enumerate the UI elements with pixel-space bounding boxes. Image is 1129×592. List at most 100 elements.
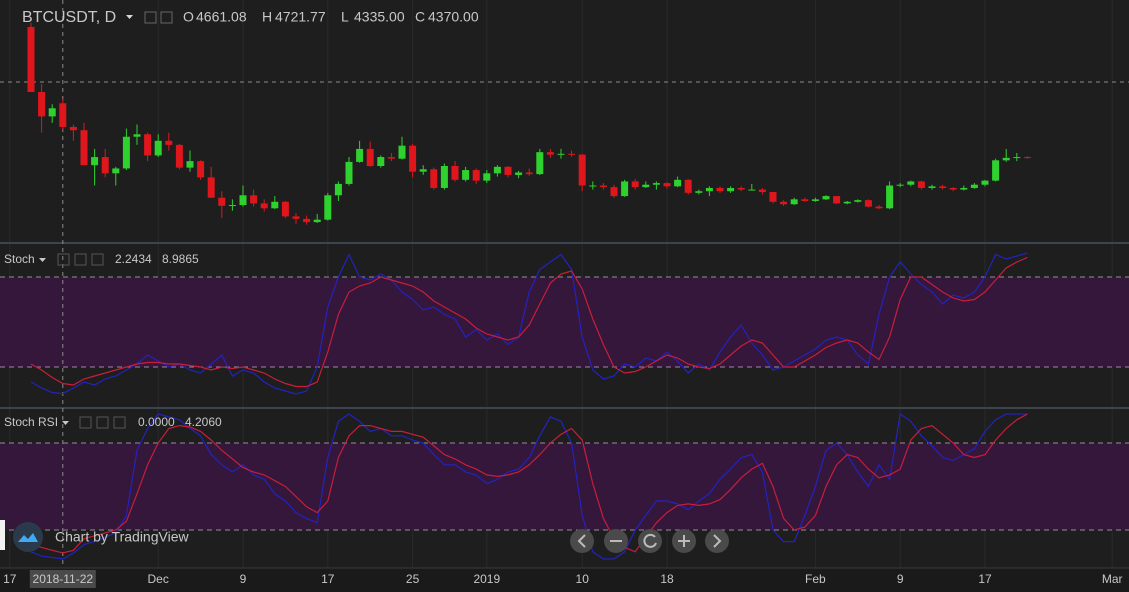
navigation bbox=[570, 529, 729, 553]
candle-body bbox=[674, 179, 682, 187]
x-axis: 17 Dec 9 17 25 2019 10 18 Feb 9 17 Mar 2018-11-22 bbox=[3, 570, 1123, 588]
candle-body bbox=[886, 185, 894, 209]
candle-body bbox=[398, 145, 406, 159]
candle-body bbox=[345, 161, 353, 184]
candle-body bbox=[303, 218, 311, 223]
icon-plus bbox=[678, 535, 690, 547]
candle-body bbox=[493, 166, 501, 174]
indicator-menu[interactable] bbox=[62, 421, 69, 425]
candle-body bbox=[578, 154, 586, 186]
candle-body bbox=[356, 148, 364, 162]
x-tick-label: 17 bbox=[321, 572, 335, 586]
x-tick-label: Mar bbox=[1102, 572, 1123, 586]
candle-body bbox=[451, 166, 459, 180]
readout-key: H bbox=[262, 9, 272, 25]
candle-body bbox=[546, 152, 554, 155]
candle-body bbox=[228, 205, 236, 207]
candle-body bbox=[769, 192, 777, 202]
indicator-value: 4.2060 bbox=[185, 415, 222, 429]
indicator-value: 0.0000 bbox=[138, 415, 175, 429]
candle-body bbox=[790, 199, 798, 205]
x-tick-label: 2019 bbox=[473, 572, 500, 586]
logo bbox=[13, 522, 43, 552]
icon-eye[interactable] bbox=[144, 11, 157, 24]
candle-body bbox=[568, 153, 576, 155]
x-tick-label: Feb bbox=[805, 572, 826, 586]
candle-body bbox=[652, 183, 660, 185]
candle-body bbox=[440, 166, 448, 188]
symbol-menu[interactable] bbox=[126, 15, 133, 19]
candle-body bbox=[239, 195, 247, 206]
candle-body bbox=[1023, 157, 1031, 159]
header-icons bbox=[144, 11, 173, 24]
watermark[interactable]: Chart by TradingView bbox=[55, 529, 189, 545]
candle-body bbox=[292, 216, 300, 219]
candle-body bbox=[917, 181, 925, 188]
grid bbox=[0, 0, 1129, 568]
readout-key: O bbox=[183, 9, 194, 25]
icon-right bbox=[713, 534, 722, 548]
candle-body bbox=[250, 195, 258, 204]
price-readout: O 4661.08 H 4721.77 L 4335.00 C 4370.00 bbox=[183, 9, 479, 25]
x-tick-label: Dec bbox=[148, 572, 169, 586]
candle-body bbox=[430, 169, 438, 188]
scroll-left-button[interactable] bbox=[570, 529, 594, 553]
icon-eye[interactable] bbox=[57, 253, 70, 266]
candle-body bbox=[324, 195, 332, 220]
candle-body bbox=[780, 201, 788, 205]
icon-close[interactable] bbox=[91, 253, 104, 266]
indicator-line bbox=[30, 412, 1028, 560]
candle-body bbox=[907, 181, 915, 185]
candle-body bbox=[896, 184, 904, 186]
candle-body bbox=[684, 179, 692, 193]
candle-body bbox=[599, 185, 607, 188]
candle-body bbox=[642, 184, 650, 188]
symbol-title: BTCUSDT, D bbox=[22, 9, 116, 26]
candle-body bbox=[112, 168, 120, 174]
candle-body bbox=[515, 172, 523, 175]
icon-left bbox=[577, 534, 586, 548]
candle-body bbox=[716, 187, 724, 192]
readout-value: 4335.00 bbox=[354, 9, 405, 25]
side-panel-edge bbox=[0, 520, 5, 550]
readout-value: 4370.00 bbox=[428, 9, 479, 25]
candle-body bbox=[939, 186, 947, 188]
candle-body bbox=[271, 201, 279, 209]
candle-body bbox=[864, 200, 872, 207]
candle-body bbox=[811, 199, 819, 201]
candle-body bbox=[1002, 157, 1010, 161]
candle-body bbox=[165, 140, 173, 145]
crosshair-label-box bbox=[29, 570, 96, 588]
candle-body bbox=[281, 201, 289, 217]
reset-button[interactable] bbox=[638, 529, 662, 553]
icon-eye[interactable] bbox=[79, 416, 92, 429]
candle-body bbox=[949, 187, 957, 190]
indicator-value: 8.9865 bbox=[162, 252, 199, 266]
icon-settings[interactable] bbox=[160, 11, 173, 24]
candle-body bbox=[1013, 157, 1021, 159]
scroll-right-button[interactable] bbox=[705, 529, 729, 553]
icon-settings[interactable] bbox=[96, 416, 109, 429]
icon-settings[interactable] bbox=[74, 253, 87, 266]
candle-body bbox=[536, 152, 544, 175]
icon-reset bbox=[643, 533, 657, 548]
candle-body bbox=[727, 187, 735, 192]
candle-body bbox=[981, 180, 989, 185]
candle-body bbox=[631, 181, 639, 188]
x-tick-label: 17 bbox=[3, 572, 17, 586]
indicator-menu[interactable] bbox=[39, 258, 46, 262]
candle-body bbox=[970, 184, 978, 188]
band-fill bbox=[0, 443, 1129, 530]
readout-key: C bbox=[415, 9, 425, 25]
candle-body bbox=[197, 161, 205, 178]
candle-body bbox=[144, 134, 152, 156]
icon-close[interactable] bbox=[113, 416, 126, 429]
candle-body bbox=[48, 108, 56, 117]
candle-body bbox=[175, 144, 183, 168]
band-fill bbox=[0, 277, 1129, 367]
candle-body bbox=[748, 189, 756, 191]
candle-body bbox=[928, 186, 936, 188]
indicator-value: 2.2434 bbox=[115, 252, 152, 266]
x-tick-label: 17 bbox=[978, 572, 992, 586]
